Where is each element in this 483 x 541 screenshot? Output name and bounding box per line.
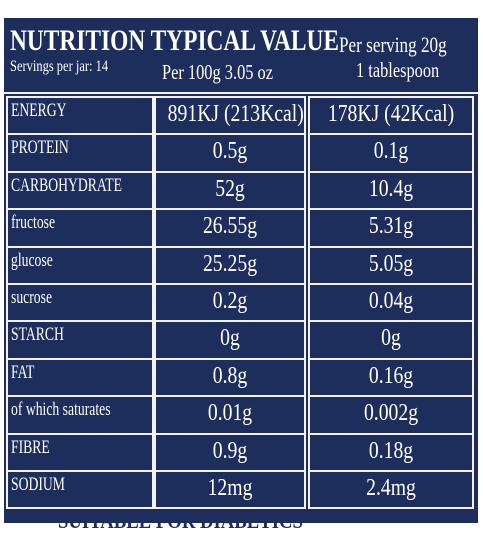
value: 0.2g <box>212 288 248 314</box>
value: 0.16g <box>368 362 414 389</box>
value: 2.4mg <box>366 475 416 501</box>
row-label: glucose <box>11 249 53 271</box>
value: 5.05g <box>368 250 414 277</box>
per-100g: Per 100g 3.05 oz <box>162 60 274 84</box>
value: 0.002g <box>363 400 419 427</box>
value: 0.18g <box>368 437 414 464</box>
footer: SUITABLE FOR DIABETICS <box>58 508 303 533</box>
row-label: fructose <box>11 212 56 234</box>
row-label: ENERGY <box>11 100 67 121</box>
value: 891KJ (213Kcal) <box>167 101 304 127</box>
row-label: FIBRE <box>11 436 50 458</box>
nutrition-label: NUTRITION TYPICAL VALUE Servings per jar… <box>4 18 478 523</box>
value: 0.8g <box>212 362 248 389</box>
value: 0g <box>220 325 240 352</box>
table-cell <box>154 470 306 510</box>
row-label: FAT <box>11 361 35 383</box>
table-cell <box>308 470 474 510</box>
value: 178KJ (42Kcal) <box>327 101 455 127</box>
value: 0.9g <box>212 437 248 464</box>
row-label: of which saturates <box>11 399 111 421</box>
value: 0g <box>381 325 401 352</box>
per-serving: Per serving 20g <box>339 32 447 57</box>
value: 5.31g <box>368 213 414 240</box>
title: NUTRITION TYPICAL VALUE <box>10 24 340 57</box>
servings: Servings per jar: 14 <box>10 58 109 75</box>
value: 26.55g <box>202 213 258 240</box>
value: 0.04g <box>368 288 414 314</box>
row-label: CARBOHYDRATE <box>11 174 122 196</box>
value: 0.5g <box>212 138 248 165</box>
value: 0.01g <box>207 400 253 427</box>
value: 10.4g <box>368 175 414 202</box>
row-label: STARCH <box>11 324 64 346</box>
table-cell <box>6 470 154 510</box>
row-label: SODIUM <box>11 474 65 495</box>
value: 52g <box>215 175 245 202</box>
row-label: sucrose <box>11 287 53 308</box>
row-label: PROTEIN <box>11 137 69 159</box>
value: 25.25g <box>202 250 258 277</box>
value: 0.1g <box>373 138 409 165</box>
serving-size: 1 tablespoon <box>356 58 440 82</box>
divider <box>4 92 478 94</box>
value: 12mg <box>207 475 253 501</box>
